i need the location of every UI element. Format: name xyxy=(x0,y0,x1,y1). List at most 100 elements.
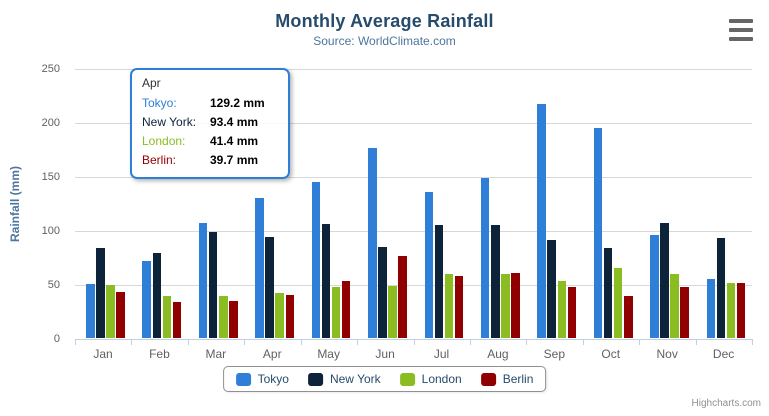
credits-link[interactable]: Highcharts.com xyxy=(691,398,761,409)
bar-london-dec[interactable] xyxy=(726,282,736,338)
x-axis-label: Sep xyxy=(543,347,565,361)
bar-new-york-oct[interactable] xyxy=(603,247,613,338)
bar-tokyo-oct[interactable] xyxy=(593,128,603,338)
bar-berlin-dec[interactable] xyxy=(736,282,746,338)
x-axis-tick xyxy=(582,340,584,345)
legend-item-new-york[interactable]: New York xyxy=(307,372,381,386)
x-axis-label: Aug xyxy=(487,347,509,361)
bar-tokyo-dec[interactable] xyxy=(706,279,716,338)
bar-london-apr[interactable] xyxy=(275,293,284,338)
plot-area xyxy=(75,68,752,339)
bar-berlin-mar[interactable] xyxy=(229,300,238,338)
bar-berlin-nov[interactable] xyxy=(680,287,689,338)
x-axis-tick xyxy=(244,340,246,345)
bar-berlin-sep[interactable] xyxy=(567,286,577,338)
bar-london-mar[interactable] xyxy=(219,295,228,338)
bar-new-york-aug[interactable] xyxy=(491,225,500,338)
bar-tokyo-apr[interactable] xyxy=(255,198,264,338)
x-axis-tick xyxy=(752,340,753,345)
bar-london-may[interactable] xyxy=(331,287,341,338)
gridline xyxy=(75,284,752,286)
bar-berlin-oct[interactable] xyxy=(624,295,633,338)
x-axis-label: Nov xyxy=(656,347,678,361)
bar-new-york-dec[interactable] xyxy=(716,238,726,338)
bar-tokyo-mar[interactable] xyxy=(198,223,208,338)
x-axis-tick xyxy=(357,340,359,345)
x-axis-label: Oct xyxy=(601,347,621,361)
y-axis-label: 250 xyxy=(41,63,60,75)
x-axis-tick xyxy=(469,340,471,345)
x-axis-label: Jan xyxy=(93,347,113,361)
tooltip-row: New York: 93.4 mm xyxy=(142,113,278,132)
bar-tokyo-feb[interactable] xyxy=(142,260,151,338)
bar-tokyo-aug[interactable] xyxy=(480,177,490,338)
chart-subtitle: Source: WorldClimate.com xyxy=(313,34,456,48)
x-axis-tick xyxy=(695,340,697,345)
tooltip-row: London: 41.4 mm xyxy=(142,132,278,151)
bar-new-york-jul[interactable] xyxy=(434,224,444,338)
tooltip-series-name: London: xyxy=(142,134,186,148)
legend-label: Tokyo xyxy=(257,372,289,386)
tooltip-row: Tokyo: 129.2 mm xyxy=(142,94,278,113)
bar-tokyo-jul[interactable] xyxy=(424,191,433,338)
y-axis-label: 200 xyxy=(41,117,60,129)
x-axis-tick xyxy=(187,340,189,345)
legend-item-berlin[interactable]: Berlin xyxy=(480,372,533,386)
bar-new-york-jun[interactable] xyxy=(378,246,387,338)
x-axis-tick xyxy=(300,340,302,345)
bar-berlin-jul[interactable] xyxy=(454,276,464,338)
bar-london-sep[interactable] xyxy=(557,281,567,338)
bar-tokyo-jan[interactable] xyxy=(86,284,95,338)
x-axis-line xyxy=(75,339,753,340)
tooltip-row: Berlin: 39.7 mm xyxy=(142,151,278,170)
tooltip-series-name: Berlin: xyxy=(142,153,177,167)
bar-new-york-sep[interactable] xyxy=(547,239,556,338)
legend-label: London xyxy=(421,372,462,386)
y-axis-label: 0 xyxy=(53,333,60,345)
bar-new-york-apr[interactable] xyxy=(265,237,274,338)
bar-new-york-feb[interactable] xyxy=(152,252,162,338)
bar-berlin-aug[interactable] xyxy=(511,272,520,338)
bar-tokyo-jun[interactable] xyxy=(368,147,377,338)
tooltip-series-value: 93.4 mm xyxy=(210,115,259,129)
bar-new-york-may[interactable] xyxy=(321,223,331,338)
context-menu-button[interactable] xyxy=(729,19,755,41)
gridline xyxy=(75,176,752,178)
bar-tokyo-sep[interactable] xyxy=(537,104,546,338)
bar-london-jul[interactable] xyxy=(444,274,454,338)
x-axis-tick xyxy=(131,340,133,345)
legend-item-london[interactable]: London xyxy=(399,372,462,386)
bar-tokyo-may[interactable] xyxy=(311,182,321,338)
x-axis-tick xyxy=(413,340,415,345)
bar-london-feb[interactable] xyxy=(162,296,172,338)
x-axis-label: May xyxy=(317,347,340,361)
gridline xyxy=(75,68,752,70)
bar-berlin-jan[interactable] xyxy=(116,292,125,338)
bar-new-york-mar[interactable] xyxy=(208,231,218,338)
bar-london-oct[interactable] xyxy=(613,267,623,338)
bar-berlin-may[interactable] xyxy=(341,281,351,338)
bar-london-aug[interactable] xyxy=(501,273,510,338)
x-axis-label: Jul xyxy=(433,347,450,361)
x-axis-tick xyxy=(526,340,528,345)
legend: Tokyo New York London Berlin xyxy=(222,366,547,392)
hamburger-icon xyxy=(729,37,753,41)
tooltip-series-value: 41.4 mm xyxy=(210,134,259,148)
bar-london-nov[interactable] xyxy=(670,273,679,338)
bar-berlin-jun[interactable] xyxy=(398,256,407,338)
tooltip-series-value: 39.7 mm xyxy=(210,153,259,167)
gridline xyxy=(75,122,752,124)
bar-london-jan[interactable] xyxy=(106,285,115,338)
bar-new-york-jan[interactable] xyxy=(96,247,105,338)
bar-berlin-apr[interactable] xyxy=(285,295,295,338)
bar-tokyo-nov[interactable] xyxy=(650,234,659,338)
gridline xyxy=(75,230,752,232)
bar-london-jun[interactable] xyxy=(388,285,397,338)
bar-berlin-feb[interactable] xyxy=(172,302,182,338)
x-axis-tick xyxy=(639,340,641,345)
tooltip-series-name: Tokyo: xyxy=(142,96,177,110)
legend-item-tokyo[interactable]: Tokyo xyxy=(235,372,289,386)
y-axis-title: Rainfall (mm) xyxy=(8,166,22,243)
bar-new-york-nov[interactable] xyxy=(660,222,669,338)
tooltip-header: Apr xyxy=(142,76,161,90)
